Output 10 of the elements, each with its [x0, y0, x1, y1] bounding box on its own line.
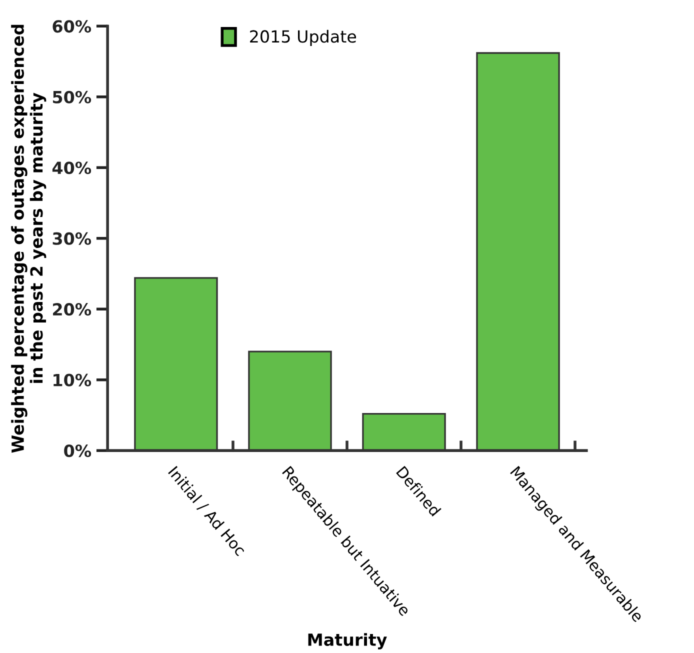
- x-axis-title: Maturity: [308, 633, 387, 650]
- y-tick-label: 60%: [52, 20, 92, 33]
- y-tick-label: 20%: [53, 303, 92, 316]
- y-tick-label: 30%: [52, 232, 92, 245]
- y-tick-label: 10%: [54, 374, 92, 386]
- y-tick-label: 0%: [64, 444, 92, 458]
- y-tick-label: 40%: [52, 162, 92, 174]
- y-axis-title: Weighted percentage of outages experienced in the past 2 years by maturity: [11, 24, 46, 453]
- legend-label: 2015 Update: [250, 30, 356, 46]
- y-tick-label: 50%: [52, 90, 92, 104]
